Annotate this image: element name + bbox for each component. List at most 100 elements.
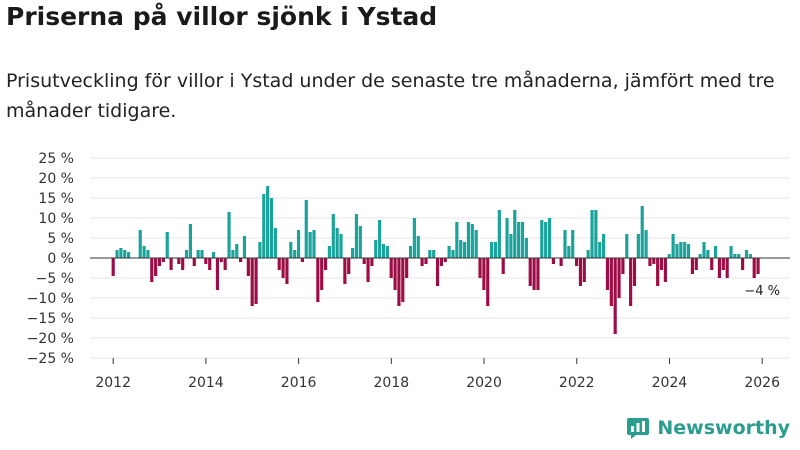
bar	[219, 258, 223, 262]
bar	[617, 258, 621, 298]
bar	[378, 220, 382, 258]
bar	[636, 234, 640, 258]
y-tick-label: −15 %	[27, 311, 74, 327]
bar	[733, 254, 737, 258]
bar	[609, 258, 613, 306]
bar	[470, 224, 474, 258]
bar	[659, 258, 664, 270]
y-tick-label: −25 %	[27, 351, 74, 367]
bar	[563, 230, 567, 258]
bar	[269, 198, 274, 258]
bar	[177, 258, 181, 264]
bar	[594, 210, 598, 258]
bar	[632, 258, 637, 286]
annotations: −4 %	[744, 284, 780, 299]
bar	[455, 222, 459, 258]
bar	[169, 258, 173, 270]
bar	[574, 258, 579, 266]
bar	[717, 258, 722, 278]
bar	[686, 244, 691, 258]
bar	[200, 250, 204, 258]
bar-chart-icon	[627, 418, 650, 439]
bar	[640, 206, 644, 258]
bar	[582, 258, 586, 282]
bar	[694, 258, 698, 270]
bar	[702, 242, 706, 258]
bar	[393, 258, 397, 290]
x-tick-label: 2016	[281, 375, 317, 391]
bar	[316, 258, 320, 302]
x-tick-label: 2020	[466, 375, 502, 391]
chart-subtitle: Prisutveckling för villor i Ystad under …	[6, 70, 775, 122]
y-tick-label: 20 %	[38, 171, 74, 187]
bar	[544, 222, 548, 258]
bar	[289, 242, 293, 258]
bar	[656, 258, 660, 286]
bar	[157, 258, 162, 266]
bar	[215, 258, 220, 290]
bar	[667, 254, 671, 258]
bar	[204, 258, 208, 264]
bar	[721, 258, 725, 270]
bar	[370, 258, 374, 266]
bar	[752, 258, 756, 278]
bar	[590, 210, 594, 258]
bar	[435, 258, 440, 286]
bar	[424, 258, 428, 264]
bar	[683, 242, 687, 258]
bar	[551, 258, 555, 264]
bar	[520, 222, 525, 258]
bar	[212, 252, 216, 258]
bar	[648, 258, 652, 266]
bar	[343, 258, 347, 284]
bar	[184, 250, 189, 258]
bar	[466, 222, 471, 258]
bar	[416, 236, 420, 258]
bar	[644, 230, 648, 258]
bar	[605, 258, 610, 290]
x-axis-ticks: 2012 2014 2016 2018 2020 2022 2024 2026	[95, 358, 780, 391]
bar	[374, 240, 378, 258]
x-tick-label: 2026	[744, 375, 780, 391]
bar	[347, 258, 351, 274]
bar	[239, 258, 243, 262]
bar	[501, 258, 505, 274]
bar	[335, 228, 339, 258]
bar	[737, 254, 741, 258]
chart-title: Priserna på villor sjönk i Ystad	[6, 2, 438, 31]
bar	[119, 248, 123, 258]
bar	[312, 230, 316, 258]
bar	[351, 248, 355, 258]
bar	[327, 246, 332, 258]
bar	[509, 234, 513, 258]
bar	[304, 200, 308, 258]
bar	[447, 246, 451, 258]
bar	[250, 258, 254, 306]
bar	[478, 258, 482, 278]
bar	[354, 214, 359, 258]
brand-name: Newsworthy	[657, 417, 790, 439]
bar	[285, 258, 289, 284]
bar	[536, 258, 540, 290]
y-tick-label: −10 %	[27, 291, 74, 307]
bar	[629, 258, 633, 306]
bar	[181, 258, 185, 270]
bar	[154, 258, 158, 276]
bar	[420, 258, 424, 266]
bar	[482, 258, 486, 290]
x-tick-label: 2022	[559, 375, 595, 391]
bar	[748, 254, 752, 258]
bar	[188, 224, 192, 258]
y-tick-label: −5 %	[36, 271, 74, 287]
bar	[111, 258, 115, 276]
bar	[490, 242, 494, 258]
last-value-label: −4 %	[744, 284, 780, 299]
y-axis-ticks: 25 % 20 % 15 % 10 % 5 % 0 % −5 % −10 % −15 % −20 …	[27, 151, 74, 367]
y-tick-label: 5 %	[47, 231, 74, 247]
bar	[412, 218, 416, 258]
bar	[192, 258, 196, 266]
bar	[242, 236, 247, 258]
bar	[451, 250, 455, 258]
bar	[277, 258, 281, 270]
